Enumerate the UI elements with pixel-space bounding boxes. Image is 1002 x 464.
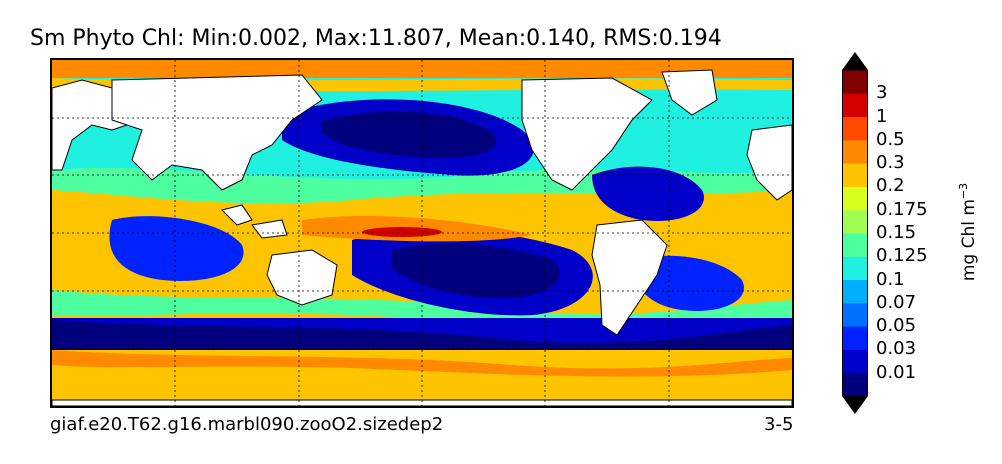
units-text: mg Chl m — [958, 199, 979, 282]
units-exponent: −3 — [957, 182, 971, 200]
land-masses — [52, 69, 792, 406]
island-newguinea — [251, 219, 288, 239]
colorbar-block — [842, 256, 868, 281]
colorbar-tick-label: 0.5 — [876, 128, 905, 150]
colorbar-tick-label: 0.175 — [876, 198, 928, 220]
colorbar-tick-label: 0.15 — [876, 222, 917, 243]
colorbar-block — [842, 139, 868, 164]
arctic-band — [52, 60, 792, 78]
colorbar-extend-high — [842, 52, 868, 70]
colorbar-extend-low — [842, 396, 868, 414]
south-atlantic-gyre — [632, 255, 744, 311]
colorbar-tick-label: 0.03 — [876, 338, 917, 360]
africa-east — [746, 124, 792, 201]
north-pacific-gyre-core — [322, 111, 497, 159]
colorbar-tick-label: 0.3 — [876, 152, 905, 174]
colorbar-block — [842, 116, 868, 141]
colorbar-block — [842, 302, 868, 327]
colorbar-tick-label: 0.05 — [876, 315, 917, 337]
colorbar-tick-label: 0.125 — [876, 245, 928, 267]
gridlines — [52, 60, 792, 406]
colorbar-block — [842, 93, 868, 118]
map-canvas — [52, 60, 792, 406]
colorbar-block — [842, 349, 868, 374]
colorbar-block — [842, 372, 868, 397]
antarctic-front — [52, 350, 792, 377]
colorbar-block — [842, 70, 868, 94]
colorbar-block — [842, 163, 868, 187]
australia — [266, 249, 338, 306]
north-america — [521, 77, 653, 191]
south-pacific-gyre-core — [392, 243, 560, 299]
greenland — [661, 69, 718, 116]
island-borneo — [221, 204, 253, 226]
depth-range-caption: 3-5 — [764, 414, 794, 435]
run-name-caption: giaf.e20.T62.g16.marbl090.zooO2.sizedep2 — [50, 414, 444, 435]
colorbar-block — [842, 233, 868, 257]
asia — [111, 74, 323, 191]
colorbar-blocks — [842, 69, 868, 397]
colorbar-block — [842, 326, 868, 350]
colorbar — [842, 52, 868, 414]
equatorial-maximum — [362, 227, 442, 237]
map-title: Sm Phyto Chl: Min:0.002, Max:11.807, Mea… — [30, 26, 722, 51]
colorbar-block — [842, 209, 868, 234]
colorbar-tick-label: 3 — [876, 82, 888, 104]
chlorophyll-map — [50, 58, 794, 408]
colorbar-units: mg Chl m−3 — [957, 183, 979, 281]
colorbar-tick-label: 0.2 — [876, 175, 905, 197]
colorbar-tick-label: 0.07 — [876, 291, 917, 313]
north-atlantic-gyre — [592, 166, 704, 221]
colorbar-tick-label: 0.1 — [876, 268, 905, 290]
colorbar-block — [842, 186, 868, 211]
colorbar-tick-label: 1 — [876, 105, 888, 127]
south-america — [591, 219, 668, 336]
indian-ocean-gyre — [109, 216, 244, 281]
colorbar-tick-label: 0.01 — [876, 361, 917, 383]
colorbar-block — [842, 279, 868, 304]
